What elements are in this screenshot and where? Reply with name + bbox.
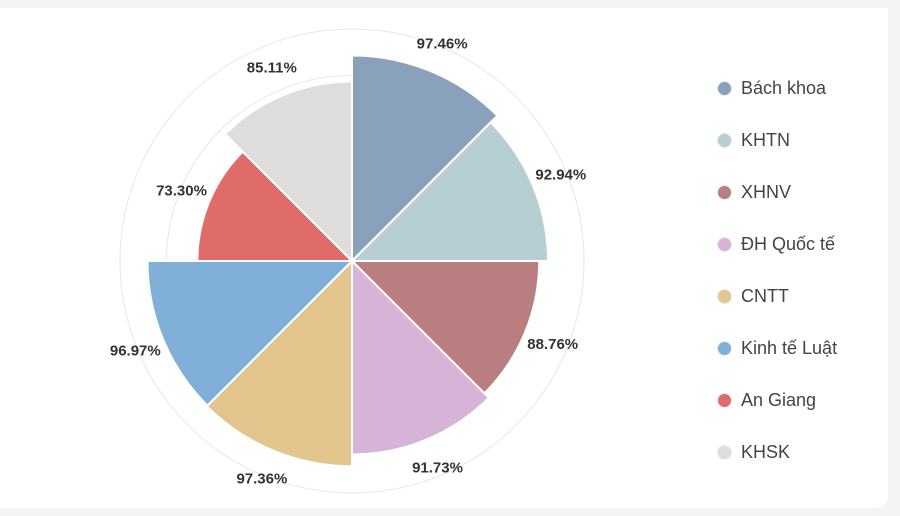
legend-label: KHTN: [741, 129, 790, 150]
legend-label: CNTT: [741, 285, 789, 306]
legend-label: Bách khoa: [741, 77, 827, 98]
slice-khtn[interactable]: [349, 120, 550, 262]
slice-cntt[interactable]: [205, 258, 353, 468]
legend-item[interactable]: KHTN: [718, 114, 837, 166]
data-label: 91.73%: [412, 460, 463, 477]
legend-label: ĐH Quốc tế: [741, 233, 836, 254]
data-label: 96.97%: [110, 343, 161, 360]
data-labels: 97.46% 92.94% 88.76% 91.73% 97.36% 96.97% 73.3…: [110, 35, 586, 487]
polar-area-chart: 97.46% 92.94% 88.76% 91.73% 97.36% 96.97% 73.3…: [110, 28, 586, 494]
legend-item[interactable]: XHNV: [718, 166, 837, 218]
legend-item[interactable]: Bách khoa: [718, 62, 837, 114]
slice-kinh-tế-luật[interactable]: [146, 260, 355, 408]
legend-label: XHNV: [741, 181, 792, 202]
legend-item[interactable]: Kinh tế Luật: [718, 322, 837, 374]
legend-label: KHSK: [741, 441, 791, 462]
slices: [146, 54, 550, 468]
legend-swatch: [718, 81, 731, 95]
legend-swatch: [718, 185, 731, 199]
legend-item[interactable]: ĐH Quốc tế: [718, 218, 837, 270]
legend-swatch: [718, 445, 731, 459]
legend-item[interactable]: CNTT: [718, 270, 837, 322]
legend: Bách khoa KHTN XHNV ĐH Quốc tế CNTT Kinh tế L…: [718, 62, 837, 478]
legend-swatch: [718, 341, 731, 355]
data-label: 92.94%: [535, 167, 586, 184]
legend-item[interactable]: An Giang: [718, 374, 837, 426]
data-label: 88.76%: [527, 336, 578, 353]
slice-đh-quốc-tế[interactable]: [351, 258, 491, 456]
slice-xhnv[interactable]: [349, 260, 541, 395]
legend-item[interactable]: KHSK: [718, 426, 837, 478]
data-label: 97.36%: [236, 470, 287, 487]
data-label: 73.30%: [156, 182, 207, 199]
grid-circle: [119, 28, 585, 494]
data-label: 97.46%: [417, 35, 468, 52]
slice-an-giang[interactable]: [196, 150, 355, 262]
legend-label: An Giang: [741, 389, 817, 410]
slice-bách-khoa[interactable]: [351, 54, 499, 264]
legend-label: Kinh tế Luật: [741, 337, 838, 358]
data-label: 85.11%: [247, 59, 297, 76]
slice-khsk[interactable]: [223, 80, 353, 264]
legend-swatch: [718, 289, 731, 303]
legend-swatch: [718, 393, 731, 407]
legend-swatch: [718, 133, 731, 147]
legend-swatch: [718, 237, 731, 251]
